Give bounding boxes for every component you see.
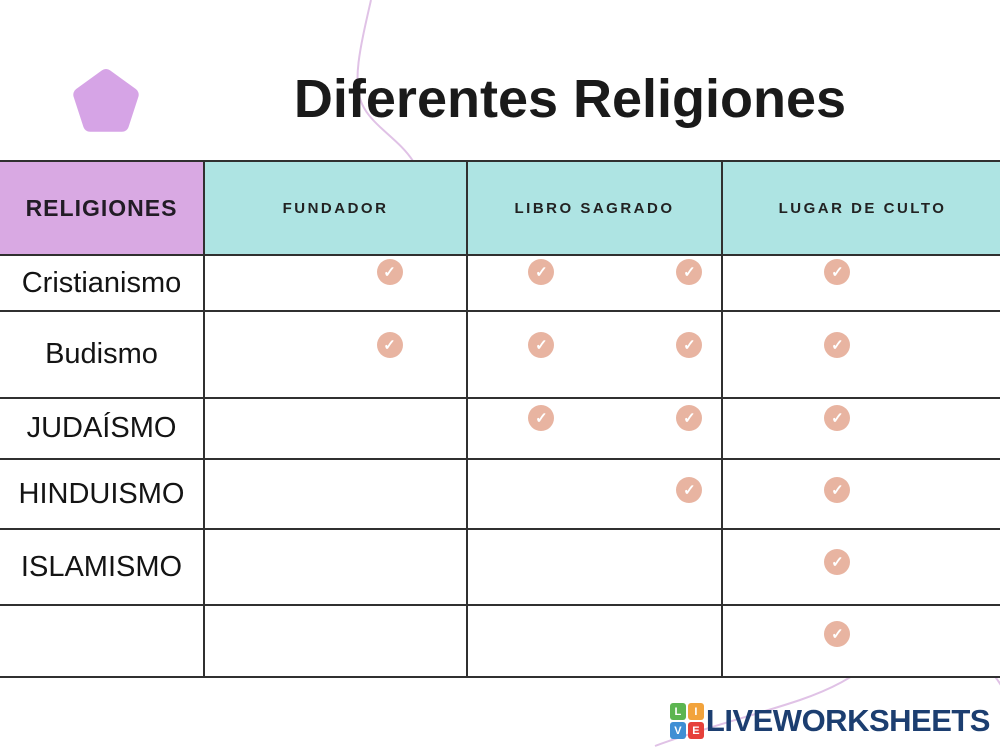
lugar-de-culto-answer-cell[interactable]: ✓ [721,528,1000,606]
logo-tile-e: E [687,722,704,739]
libro-sagrado-answer-cell[interactable] [466,528,723,606]
check-icon: ✓ [528,405,555,431]
header-lugar-de-culto: LUGAR DE CULTO [721,160,1000,256]
check-icon: ✓ [676,332,703,358]
pentagon-shape [73,69,139,132]
logo-tile-l: L [669,703,686,720]
check-icon: ✓ [824,477,851,503]
religion-label-cell: HINDUISMO [0,458,205,530]
libro-sagrado-answer-cell[interactable]: ✓ [466,458,723,530]
check-icon: ✓ [824,621,851,647]
check-icon: ✓ [376,259,403,285]
logo-tile-v: V [669,722,686,739]
religion-label-cell: Budismo [0,310,205,399]
religion-label-cell [0,604,205,678]
lugar-de-culto-answer-cell[interactable]: ✓ [721,254,1000,312]
check-icon: ✓ [824,549,851,575]
header-religiones: RELIGIONES [0,160,205,256]
religion-label-cell: Cristianismo [0,254,205,312]
table-row: JUDAÍSMO ✓ ✓ ✓ [0,397,1000,460]
fundador-answer-cell[interactable] [203,458,468,530]
check-icon: ✓ [824,259,851,285]
fundador-answer-cell[interactable]: ✓ [203,254,468,312]
liveworksheets-brand-text: LIVEWORKSHEETS [705,703,991,738]
fundador-answer-cell[interactable] [203,604,468,678]
check-icon: ✓ [528,332,555,358]
table-row: ISLAMISMO ✓ [0,528,1000,606]
libro-sagrado-answer-cell[interactable]: ✓ ✓ [466,310,723,399]
fundador-answer-cell[interactable]: ✓ [203,310,468,399]
header-libro-sagrado: LIBRO SAGRADO [466,160,723,256]
lugar-de-culto-answer-cell[interactable]: ✓ [721,458,1000,530]
page-title: Diferentes Religiones [293,69,847,129]
libro-sagrado-answer-cell[interactable]: ✓ ✓ [466,397,723,460]
table-row: ✓ [0,604,1000,678]
check-icon: ✓ [376,332,403,358]
check-icon: ✓ [824,405,851,431]
table-row: HINDUISMO ✓ ✓ [0,458,1000,530]
check-icon: ✓ [824,332,851,358]
libro-sagrado-answer-cell[interactable] [466,604,723,678]
libro-sagrado-answer-cell[interactable]: ✓ ✓ [466,254,723,312]
check-icon: ✓ [676,405,703,431]
check-icon: ✓ [676,477,703,503]
fundador-answer-cell[interactable] [203,397,468,460]
religion-label-cell: ISLAMISMO [0,528,205,606]
lugar-de-culto-answer-cell[interactable]: ✓ [721,310,1000,399]
lugar-de-culto-answer-cell[interactable]: ✓ [721,397,1000,460]
table-row: Cristianismo ✓ ✓ ✓ ✓ [0,254,1000,312]
lugar-de-culto-answer-cell[interactable]: ✓ [721,604,1000,678]
table-row: Budismo ✓ ✓ ✓ ✓ [0,310,1000,399]
check-icon: ✓ [676,259,703,285]
check-icon: ✓ [528,259,555,285]
religions-table: RELIGIONES FUNDADOR LIBRO SAGRADO LUGAR … [0,160,1000,678]
logo-tile-i: I [687,703,704,720]
header-fundador: FUNDADOR [203,160,468,256]
religion-label-cell: JUDAÍSMO [0,397,205,460]
fundador-answer-cell[interactable] [203,528,468,606]
